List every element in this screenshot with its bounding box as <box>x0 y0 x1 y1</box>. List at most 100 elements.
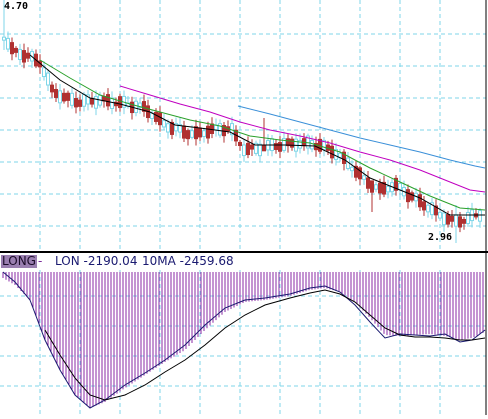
candle-body <box>70 92 74 106</box>
candle-body <box>2 36 6 41</box>
candle-body <box>386 185 390 193</box>
candle-body <box>134 100 138 114</box>
candle-body <box>238 141 242 147</box>
candle-body <box>446 214 450 225</box>
candle-body <box>10 42 14 55</box>
candle-body <box>434 205 438 216</box>
candle-body <box>262 145 266 152</box>
candle-body <box>462 218 466 224</box>
candle-body <box>218 123 222 136</box>
moving-averages <box>29 54 486 216</box>
ma10-value: 10MA -2459.68 <box>142 254 234 268</box>
candle-body <box>202 130 206 138</box>
candle-body <box>86 94 90 105</box>
candle-body <box>74 98 78 108</box>
candle-body <box>106 94 110 107</box>
candle-body <box>154 111 158 122</box>
candle-body <box>118 96 122 109</box>
candle-body <box>282 137 286 151</box>
candle-body <box>322 139 326 151</box>
candle-body <box>206 125 210 139</box>
candle-body <box>142 101 146 112</box>
indicator-lines <box>2 271 486 409</box>
candle-body <box>58 90 62 104</box>
candle-body <box>290 138 294 148</box>
candle-body <box>18 48 22 61</box>
candle-body <box>422 201 426 211</box>
candle-body <box>170 121 174 135</box>
candle-body <box>258 143 262 157</box>
candle-body <box>250 144 254 150</box>
candle-body <box>90 98 94 105</box>
candle-body <box>182 125 186 139</box>
indicator-tag[interactable]: LONG <box>1 254 37 268</box>
candle-body <box>378 182 382 194</box>
candle-body <box>194 126 198 140</box>
candle-body <box>158 112 162 126</box>
candle-body <box>46 72 50 86</box>
candle-body <box>442 212 446 226</box>
candle-body <box>306 135 310 149</box>
candle-body <box>358 167 362 180</box>
candle-body <box>174 123 178 132</box>
high-price-label: 4.70 <box>4 1 28 12</box>
ma-long-line <box>119 85 486 193</box>
candle-body <box>246 142 250 156</box>
candle-body <box>374 184 378 190</box>
candle-body <box>310 139 314 150</box>
candle-body <box>450 215 454 222</box>
lon-line <box>2 271 486 409</box>
candle-body <box>466 211 470 225</box>
candle-body <box>454 214 458 227</box>
candles <box>2 0 482 243</box>
candle-body <box>210 123 214 134</box>
candle-body <box>50 84 54 93</box>
candle-body <box>382 181 386 195</box>
low-price-label: 2.96 <box>428 232 452 243</box>
candle-body <box>186 130 190 140</box>
ma10-line <box>44 289 486 401</box>
ma-longest-line <box>237 105 486 169</box>
candle-body <box>6 37 10 50</box>
ma-mid-line <box>39 59 486 211</box>
candle-body <box>278 142 282 152</box>
candle-body <box>26 52 30 59</box>
candle-body <box>458 216 462 228</box>
candle-body <box>330 145 334 159</box>
indicator-header: LONG - LON -2190.04 10MA -2459.68 <box>0 253 488 269</box>
ma-short-line <box>29 54 485 216</box>
long-histogram <box>2 272 484 408</box>
candle-body <box>54 88 58 98</box>
candle-body <box>354 165 358 178</box>
candle-body <box>198 127 202 138</box>
candle-body <box>62 92 66 102</box>
candle-body <box>418 194 422 208</box>
candle-body <box>430 202 434 216</box>
candle-body <box>410 192 414 201</box>
candle-body <box>82 93 86 107</box>
candle-body <box>286 138 290 147</box>
candle-body <box>66 92 70 101</box>
candle-body <box>110 97 114 110</box>
candle-body <box>42 67 46 78</box>
candle-body <box>370 180 374 193</box>
candle-body <box>242 144 246 157</box>
candle-body <box>138 102 142 109</box>
candle-body <box>178 124 182 133</box>
candle-body <box>398 182 402 191</box>
candle-body <box>166 123 170 133</box>
candle-body <box>334 149 338 160</box>
candle-body <box>394 177 398 191</box>
candle-body <box>162 120 166 128</box>
candle-body <box>362 175 366 180</box>
candle-body <box>22 50 26 63</box>
candle-body <box>406 189 410 203</box>
candle-body <box>190 130 194 138</box>
lon-value: LON -2190.04 <box>55 254 138 268</box>
candle-body <box>14 47 18 53</box>
candle-body <box>366 177 370 189</box>
candle-body <box>298 140 302 149</box>
candle-body <box>254 142 258 154</box>
